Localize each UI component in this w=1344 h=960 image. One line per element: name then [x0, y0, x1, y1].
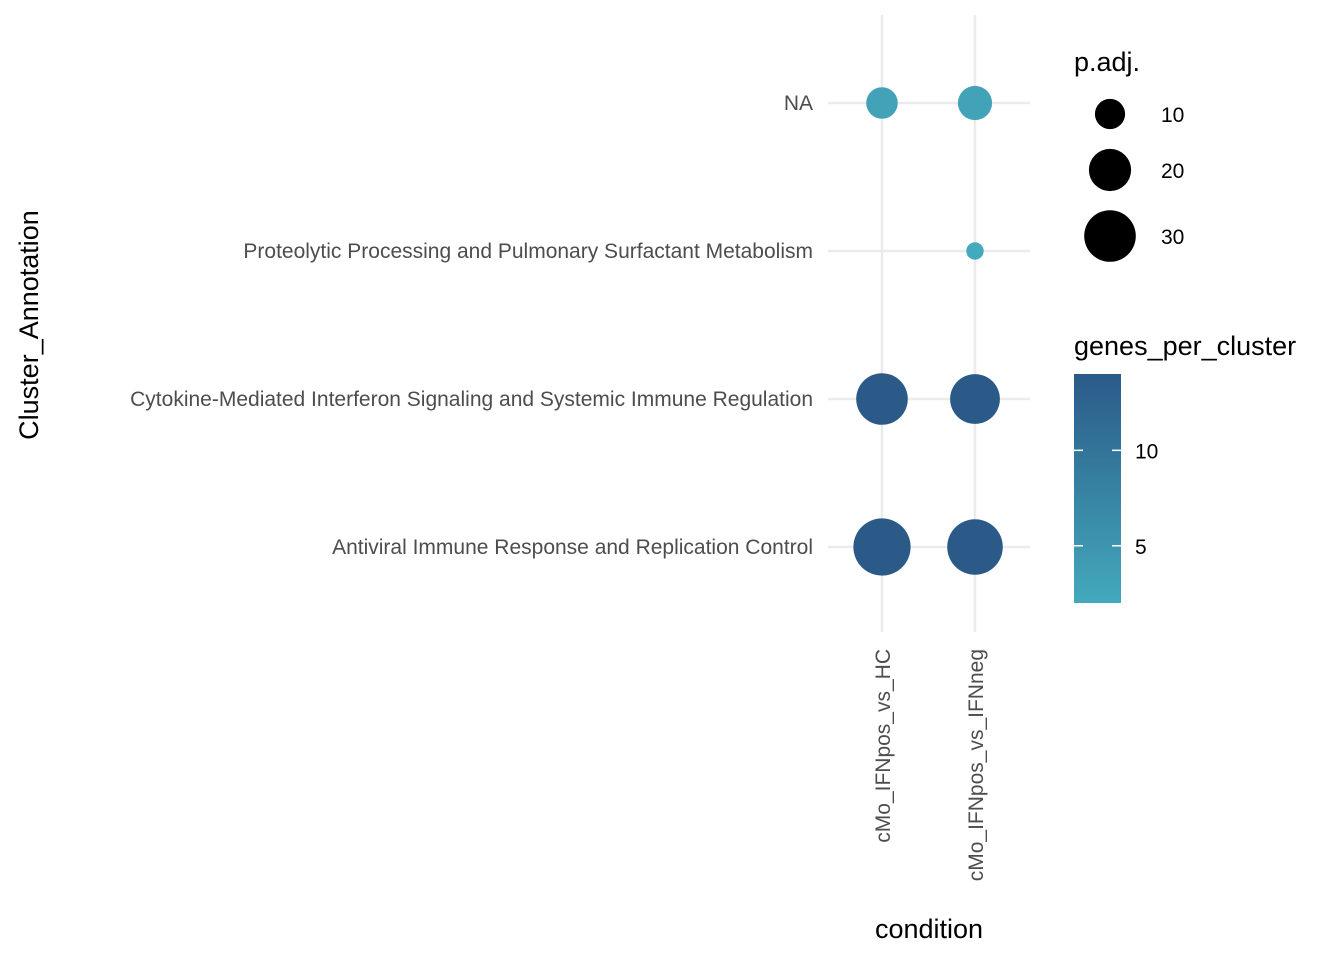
data-point	[957, 85, 993, 121]
x-axis-tick-labels: cMo_IFNpos_vs_HC cMo_IFNpos_vs_IFNneg	[872, 649, 988, 881]
size-legend-key	[1094, 98, 1126, 130]
y-axis-title: Cluster_Annotation	[14, 210, 44, 440]
x-tick-label: cMo_IFNpos_vs_IFNneg	[965, 649, 988, 881]
data-point	[853, 518, 911, 576]
x-tick-label: cMo_IFNpos_vs_HC	[872, 649, 895, 843]
data-point	[947, 519, 1003, 575]
color-legend-label: 5	[1135, 536, 1147, 559]
size-legend: p.adj. 10 20 30	[1074, 47, 1184, 262]
data-point	[950, 374, 1000, 424]
data-points	[853, 85, 1003, 576]
y-tick-label: Antiviral Immune Response and Replicatio…	[332, 536, 813, 559]
y-tick-label: NA	[784, 92, 813, 115]
size-legend-key	[1088, 148, 1132, 192]
y-tick-label: Cytokine-Mediated Interferon Signaling a…	[130, 388, 813, 411]
y-tick-label: Proteolytic Processing and Pulmonary Sur…	[243, 240, 813, 263]
colorbar	[1074, 374, 1121, 603]
size-legend-title: p.adj.	[1074, 47, 1140, 77]
size-legend-label: 10	[1161, 104, 1184, 127]
data-point	[866, 87, 898, 119]
y-axis-tick-labels: Antiviral Immune Response and Replicatio…	[130, 92, 813, 559]
color-legend: genes_per_cluster 5 10	[1074, 331, 1296, 603]
data-point	[966, 242, 984, 260]
size-legend-label: 20	[1161, 160, 1184, 183]
x-axis-title: condition	[875, 914, 983, 944]
data-point	[856, 373, 908, 425]
size-legend-key	[1084, 210, 1136, 262]
size-legend-label: 30	[1161, 226, 1184, 249]
color-legend-title: genes_per_cluster	[1074, 331, 1296, 361]
color-legend-label: 10	[1135, 440, 1158, 463]
